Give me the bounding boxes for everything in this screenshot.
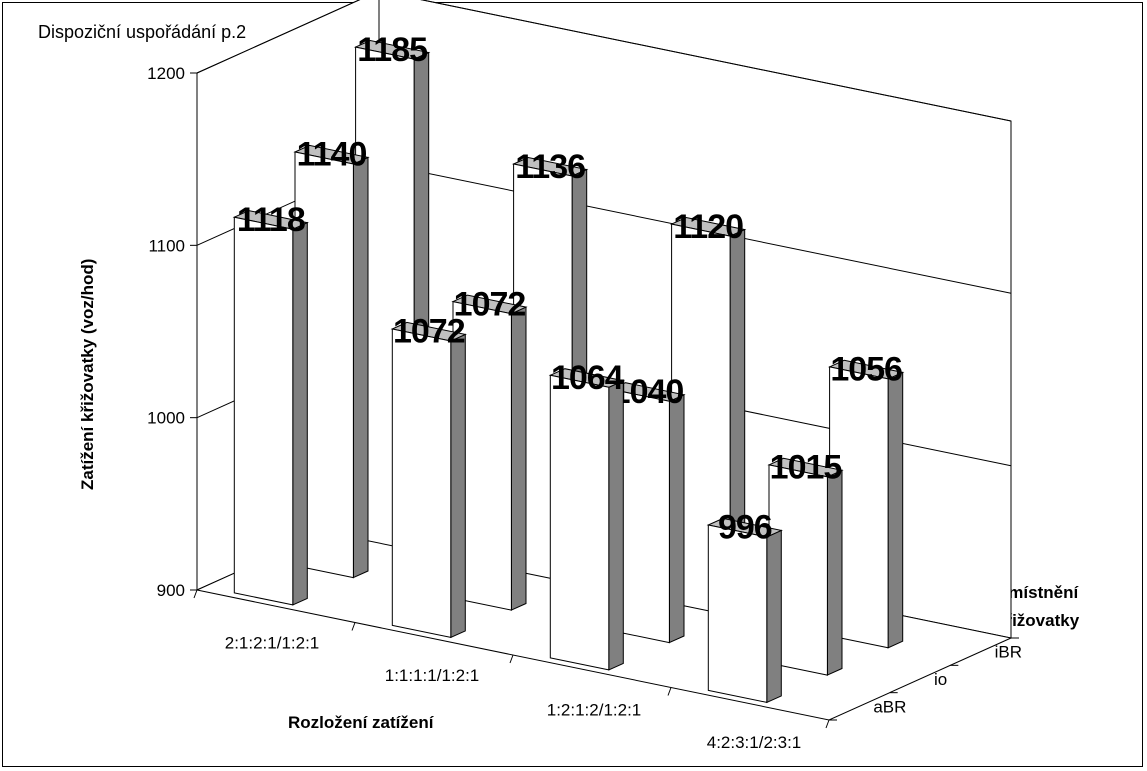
x-axis-title: Rozložení zatížení [288,713,435,732]
x-tick-label: 2:1:2:1/1:2:1 [225,633,320,652]
data-label: 1136 [515,148,585,186]
bar-iBR-4: 1056 [827,351,905,649]
y-axis-title: Zatížení křižovatky (voz/hod) [78,259,97,490]
x-tick-label: 1:1:1:1/1:2:1 [385,666,480,685]
data-label: 1120 [673,208,743,246]
data-label: 1118 [237,201,305,239]
y-tick-label: 900 [157,581,185,600]
chart-title: Dispoziční uspořádání p.2 [38,22,246,42]
bar-side [352,156,369,579]
data-label: 1056 [830,351,902,389]
x-tick-mark [351,622,356,631]
bar-aBR-1: 1118 [232,201,309,606]
data-label: 996 [718,509,772,547]
x-tick-mark [509,654,514,664]
bar-side [766,529,782,704]
y-tick-label: 1000 [147,409,185,428]
bar-io-4: 1015 [767,449,844,676]
bar-side [608,379,624,671]
data-label: 1072 [454,285,526,323]
bar-front [707,524,768,704]
bar-side [887,371,904,649]
z-axis-title-line1: Umístnění [996,583,1079,602]
x-tick-label: 4:2:3:1/2:3:1 [707,733,802,752]
bar-side [450,333,466,639]
data-label: 1072 [393,313,465,351]
bar-aBR-3: 1064 [548,359,625,671]
bar-aBR-4: 996 [706,509,783,704]
gridline [196,0,1012,122]
z-tick-label: aBR [873,697,906,716]
x-tick-mark [667,687,672,696]
bar-side [510,306,527,611]
z-tick-label: io [934,670,947,689]
bar-side [826,469,843,676]
bar-front [233,216,294,606]
x-tick-mark [825,719,830,729]
bar-aBR-2: 1072 [390,313,467,639]
z-axis-title-line2: křižovatky [996,611,1080,630]
data-label: 1015 [770,449,842,487]
x-tick-mark [193,589,198,599]
data-label: 1064 [551,359,624,397]
data-label: 1140 [297,136,367,174]
y-tick-label: 1100 [148,236,185,255]
bar-front [549,374,610,671]
data-label: 1185 [357,31,427,69]
bar-side [292,221,308,606]
y-tick-label: 1200 [147,64,185,83]
bar-side [668,394,685,644]
bar-io-1: 1140 [293,136,370,579]
bar-iBR-3: 1120 [669,208,747,617]
x-tick-label: 1:2:1:2/1:2:1 [547,700,642,719]
bar-front [829,366,889,649]
bar-front [391,328,452,639]
z-tick-label: iBR [995,643,1022,662]
